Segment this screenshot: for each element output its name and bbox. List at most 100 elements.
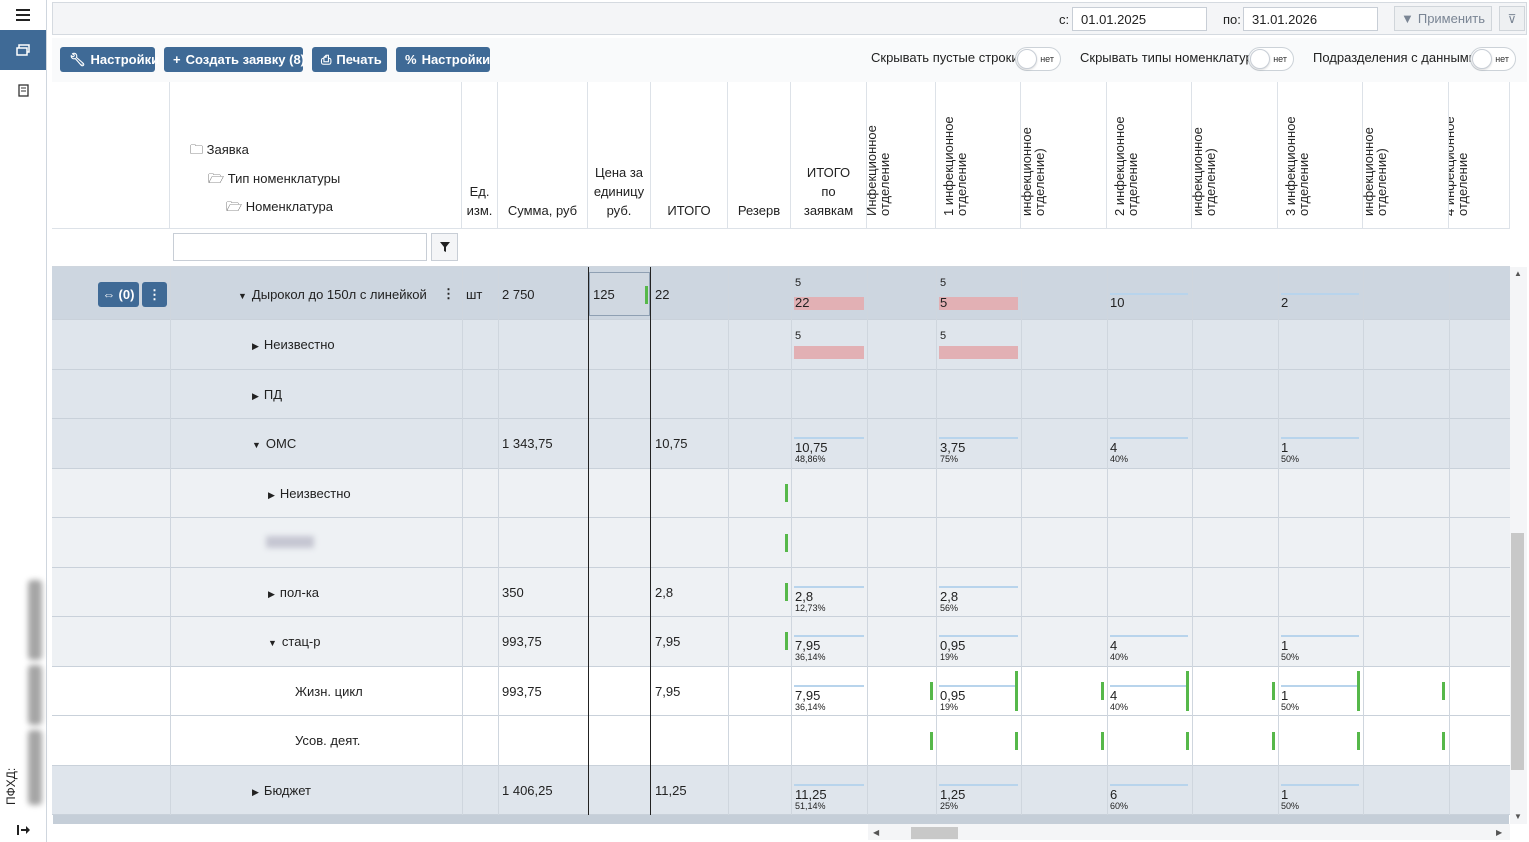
apply-label: Применить — [1417, 11, 1486, 26]
header-dept-0: Инфекционное отделение — [867, 82, 936, 229]
from-label: с: — [1059, 12, 1070, 27]
table-row[interactable]: Жизн. цикл 993,75 7,95 7,95 36,14% 0,95 19… — [52, 667, 1510, 716]
row-name[interactable]: ▶ Неизвестно — [268, 486, 351, 501]
dept1-cell: 3,75 75% — [940, 440, 966, 464]
row-menu-icon[interactable]: ⋮ — [142, 282, 167, 307]
link-icon: ⇔ — [102, 287, 116, 302]
row-name[interactable]: ▶ пол-ка — [268, 585, 320, 600]
table-row[interactable]: ▼ стац-р 993,75 7,95 7,95 36,14% 0,95 19% 4… — [52, 617, 1510, 667]
filter-icon[interactable] — [431, 233, 458, 261]
collapse-icon: ▼ — [238, 291, 247, 301]
link-button[interactable]: ⇔ (0) — [98, 282, 139, 307]
scroll-down-icon[interactable]: ▼ — [1514, 812, 1522, 821]
table-row[interactable]: ▶ Неизвестно — [52, 469, 1510, 518]
header-dept-7: 4 инфекционное отделение — [1449, 82, 1510, 229]
total-top: 5 — [795, 330, 802, 342]
collapse-icon: ▼ — [268, 638, 277, 648]
data-grid: 🗀︎ Заявка 🗁︎ Тип номенклатуры 🗁︎ Номенкл… — [52, 82, 1510, 815]
header-sum: Сумма, руб — [498, 82, 588, 229]
header-reserve: Резерв — [728, 82, 791, 229]
horizontal-scrollbar[interactable] — [868, 824, 1510, 840]
toggle-empty-rows-label: Скрывать пустые строки — [871, 50, 1019, 65]
expand-icon: ▶ — [252, 341, 259, 351]
horizontal-scroll-thumb[interactable] — [911, 827, 958, 839]
row-name[interactable]: Усов. деят. — [295, 733, 361, 748]
expand-icon: ▶ — [252, 391, 259, 401]
total-cell: 10,75 — [655, 436, 688, 451]
row-name[interactable]: ▶ Неизвестно — [252, 337, 335, 352]
documents-icon[interactable] — [0, 30, 46, 70]
table-row[interactable]: ▶ пол-ка 350 2,8 2,8 12,73% 2,8 56% — [52, 568, 1510, 617]
row-name[interactable]: ▶ Бюджет — [252, 783, 311, 798]
plus-icon: + — [173, 52, 181, 67]
total-by-cell: 22 — [795, 295, 810, 310]
folder-icon: 🗀︎ — [190, 142, 204, 157]
dept1-cell: 1,25 25% — [940, 787, 966, 811]
table-row[interactable]: Усов. деят. — [52, 716, 1510, 766]
filter-row — [52, 229, 1510, 267]
document-icon[interactable] — [0, 75, 46, 105]
print-icon: ⎙ — [321, 51, 332, 67]
scroll-right-icon[interactable]: ▶ — [1496, 828, 1503, 837]
date-from-input[interactable]: 01.01.2025 — [1072, 7, 1207, 31]
table-row[interactable]: ▶ ПД — [52, 370, 1510, 419]
total-cell: 7,95 — [655, 634, 681, 649]
apply-button[interactable]: ▼ Применить — [1394, 6, 1492, 31]
header-dept-6: Дежурные врачи (3 инфекционное отделение… — [1363, 82, 1449, 229]
sum-cell: 993,75 — [502, 684, 542, 699]
row-name[interactable]: ▼ Дырокол до 150л с линейкой — [238, 287, 427, 302]
create-request-button[interactable]: + Создать заявку (8) — [164, 47, 305, 72]
sum-cell: 993,75 — [502, 634, 542, 649]
dept3-cell: 4 40% — [1110, 688, 1129, 712]
dept5-cell: 1 50% — [1281, 787, 1300, 811]
tree-filter-input[interactable] — [173, 233, 427, 261]
dept5-cell: 1 50% — [1281, 688, 1300, 712]
filter-icon: ▼ — [1400, 11, 1414, 26]
header-total-by-requests: ИТОГО по заявкам — [791, 82, 867, 229]
expand-icon: ▶ — [252, 787, 259, 797]
table-row[interactable] — [52, 518, 1510, 568]
settings-button[interactable]: 🔧︎ Настройки — [60, 47, 159, 72]
header-tree: 🗀︎ Заявка 🗁︎ Тип номенклатуры 🗁︎ Номенкл… — [170, 82, 462, 229]
total-by-cell: 7,95 36,14% — [795, 688, 826, 712]
dept5-cell: 1 50% — [1281, 440, 1300, 464]
header-dept-3: 2 инфекционное отделение — [1107, 82, 1192, 229]
dept3-cell: 4 40% — [1110, 638, 1129, 662]
blurred-name — [266, 536, 314, 548]
row-menu-icon[interactable]: ⋮ — [442, 286, 455, 301]
print-button[interactable]: ⎙ Печать — [312, 47, 387, 72]
table-row[interactable]: ⇔ (0) ⋮ ▼ Дырокол до 150л с линейкой ⋮ шт … — [52, 267, 1510, 320]
header-total: ИТОГО — [651, 82, 728, 229]
row-name[interactable]: ▶ ПД — [252, 387, 283, 402]
percent-settings-button[interactable]: % Настройки — [396, 47, 490, 72]
hamburger-icon[interactable] — [0, 0, 46, 30]
price-cell-editing[interactable]: 125 — [589, 272, 650, 316]
table-row[interactable]: ▼ ОМС 1 343,75 10,75 10,75 48,86% 3,75 75% … — [52, 419, 1510, 469]
header-unit: Ед. изм. — [462, 82, 498, 229]
clear-filter-icon[interactable]: ⊽ — [1499, 6, 1525, 31]
header-blank — [52, 82, 170, 229]
unit-cell: шт — [466, 287, 483, 302]
total-by-cell: 7,95 36,14% — [795, 638, 826, 662]
toggle-empty-rows[interactable]: нет — [1015, 47, 1061, 71]
scroll-up-icon[interactable]: ▲ — [1514, 269, 1522, 278]
row-name[interactable]: ▼ стац-р — [268, 634, 321, 649]
collapse-icon: ▼ — [252, 440, 261, 450]
dept5-cell: 1 50% — [1281, 638, 1300, 662]
vertical-scroll-thumb[interactable] — [1511, 533, 1524, 770]
folder-open-icon: 🗁︎ — [208, 171, 225, 186]
exit-icon[interactable] — [0, 815, 46, 842]
row-name[interactable]: ▼ ОМС — [252, 436, 297, 451]
table-row[interactable]: ▶ Бюджет 1 406,25 11,25 11,25 51,14% 1,25 2… — [52, 766, 1510, 815]
dept1-cell: 5 — [940, 295, 948, 310]
toggle-depts[interactable]: нет — [1470, 47, 1516, 71]
header-dept-5: 3 инфекционное отделение — [1278, 82, 1363, 229]
date-to-input[interactable]: 31.01.2026 — [1243, 7, 1378, 31]
row-name[interactable]: Жизн. цикл — [295, 684, 363, 699]
toggle-types[interactable]: нет — [1248, 47, 1294, 71]
scroll-left-icon[interactable]: ◀ — [873, 828, 880, 837]
table-row[interactable]: ▶ Неизвестно 5 5 — [52, 320, 1510, 370]
expand-icon: ▶ — [268, 490, 275, 500]
header-dept-2: Дежурные врачи (1 инфекционное отделение… — [1021, 82, 1107, 229]
tree-level-type: 🗁︎ Тип номенклатуры — [208, 171, 341, 186]
